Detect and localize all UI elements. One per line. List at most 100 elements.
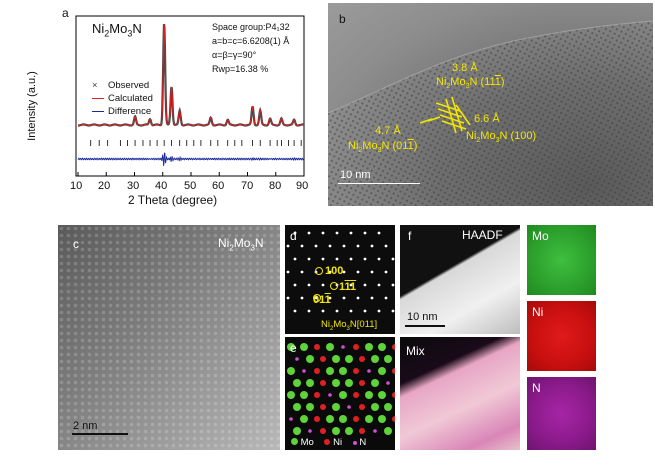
haadf-label: HAADF — [462, 228, 503, 242]
panel-a: a Ni2Mo3N Space group:P4₁32 a=b=c=6.6208… — [0, 0, 315, 215]
diffraction-spot — [328, 296, 332, 300]
diffraction-spot — [342, 296, 346, 300]
panel-b-letter: b — [339, 12, 346, 26]
d-spacing-label: 3.8 Å — [452, 62, 478, 74]
mo-atom — [365, 391, 373, 399]
info-line: α=β=γ=90° — [212, 50, 257, 60]
mo-atom — [306, 403, 314, 411]
diffraction-spot — [335, 231, 339, 235]
ni-atom — [353, 368, 359, 374]
diffraction-spot — [321, 231, 325, 235]
n-atom — [386, 381, 390, 385]
red-line-icon — [92, 97, 104, 99]
map-ni: Ni — [527, 301, 596, 371]
mo-atom — [339, 367, 347, 375]
mo-atom — [339, 391, 347, 399]
mo-atom — [365, 343, 373, 351]
ni-dot-icon — [324, 439, 331, 445]
diffraction-spot — [286, 244, 290, 248]
mo-atom — [306, 355, 314, 363]
diffraction-spot — [363, 283, 367, 287]
ni-atom — [353, 344, 359, 350]
crystal-model — [287, 343, 395, 435]
mo-atom — [378, 391, 386, 399]
legend-difference: Difference — [92, 105, 153, 118]
mix-map: Mix — [400, 337, 520, 450]
info-line: Rwp=16.38 % — [212, 64, 269, 74]
mo-atom — [384, 427, 392, 435]
mo-atom — [332, 379, 340, 387]
diffraction-spot — [391, 309, 395, 313]
diffraction-spot — [363, 309, 367, 313]
n-atom — [295, 357, 299, 361]
fringe-markers — [419, 96, 471, 134]
diffraction-spot — [349, 309, 353, 313]
scalebar-label: 2 nm — [73, 420, 98, 432]
ni-atom — [320, 404, 326, 410]
mo-atom — [332, 355, 340, 363]
diffraction-spot — [391, 283, 395, 287]
diffraction-spot — [391, 257, 395, 261]
n-atom — [367, 369, 371, 373]
diffraction-spot — [349, 231, 353, 235]
diffraction-spot — [335, 257, 339, 261]
info-line: Space group:P4₁32 — [212, 22, 290, 32]
x-tick-label: 30 — [127, 180, 140, 192]
diffraction-spot — [321, 309, 325, 313]
ni-atom — [353, 416, 359, 422]
diffraction-spot — [314, 296, 318, 300]
zone-axis-label: Ni2Mo3N[011] — [321, 319, 378, 332]
diffraction-spot — [363, 257, 367, 261]
spot-label: 111 — [339, 281, 357, 293]
panel-e: e Mo Ni N — [285, 337, 395, 450]
diffraction-spot — [328, 244, 332, 248]
ni-atom — [392, 344, 395, 350]
diffraction-spot — [286, 296, 290, 300]
ni-atom — [392, 416, 395, 422]
calculated-series — [78, 24, 304, 126]
diffraction-spot — [384, 296, 388, 300]
mo-atom — [300, 343, 308, 351]
ni-atom — [320, 356, 326, 362]
info-line: a=b=c=6.6208(1) Å — [212, 36, 290, 46]
mo-atom — [287, 367, 295, 375]
difference-series — [77, 152, 305, 166]
info-box: Space group:P4₁32 a=b=c=6.6208(1) Å α=β=… — [212, 20, 290, 76]
legend: × Observed Calculated Difference — [92, 79, 153, 118]
x-tick-label: 50 — [184, 180, 197, 192]
ni-atom — [359, 428, 365, 434]
mo-atom — [339, 415, 347, 423]
diffraction-spot — [307, 309, 311, 313]
spot-marker — [313, 294, 321, 302]
mo-atom — [384, 403, 392, 411]
ni-atom — [314, 392, 320, 398]
ni-atom — [320, 380, 326, 386]
mo-atom — [365, 415, 373, 423]
map-label: N — [532, 381, 541, 395]
mo-atom — [293, 379, 301, 387]
spot-label: 100 — [325, 265, 344, 277]
mo-atom — [326, 415, 334, 423]
map-mo: Mo — [527, 225, 596, 295]
panel-c-letter: c — [73, 237, 79, 251]
scalebar-label: 10 nm — [340, 169, 371, 181]
mo-atom — [371, 355, 379, 363]
spot-label: 011 — [313, 294, 331, 306]
diffraction-spot — [377, 309, 381, 313]
y-axis-label: Intensity (a.u.) — [26, 71, 38, 141]
diffraction-spot — [321, 257, 325, 261]
mo-atom — [345, 355, 353, 363]
panel-b: b 3.8 Å Ni2Mo3N (111) 6.6 Å Ni2Mo3N (100… — [328, 3, 653, 206]
diffraction-spot — [300, 270, 304, 274]
mo-atom — [306, 379, 314, 387]
diffraction-spot — [349, 257, 353, 261]
diffraction-spot — [307, 231, 311, 235]
mo-atom — [293, 427, 301, 435]
legend-ni: Ni — [333, 437, 343, 448]
n-atom — [302, 369, 306, 373]
diffraction-pattern — [286, 231, 395, 313]
mo-atom — [332, 427, 340, 435]
scalebar-line — [72, 433, 128, 435]
x-tick-label: 70 — [241, 180, 254, 192]
diffraction-spot — [293, 257, 297, 261]
